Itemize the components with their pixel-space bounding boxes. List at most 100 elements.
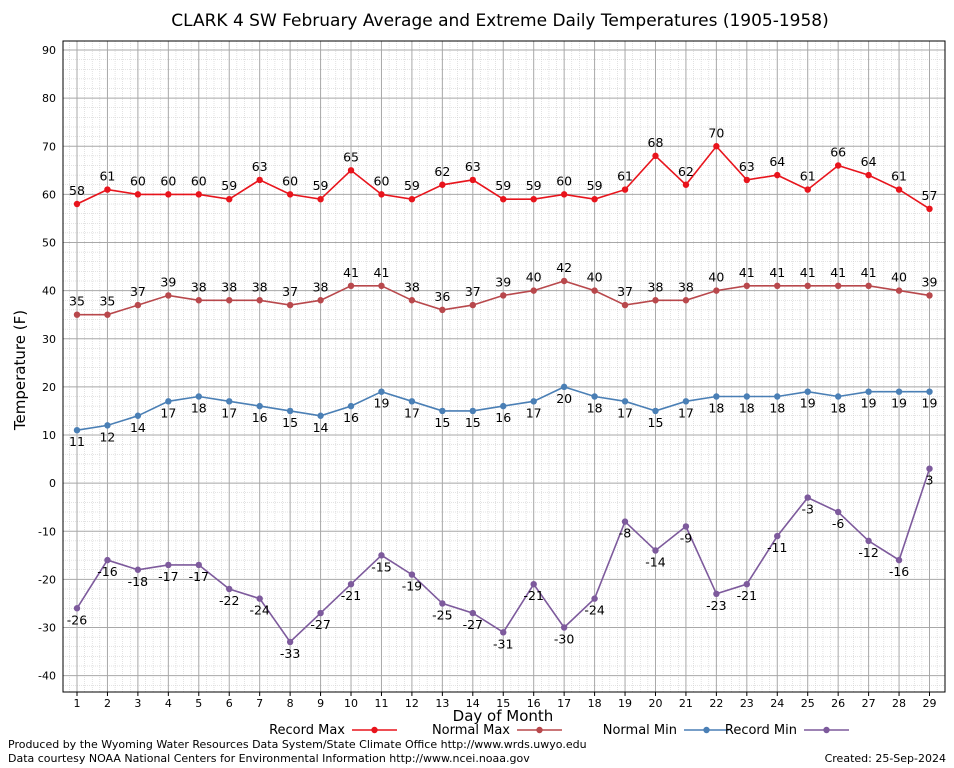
record-min-point xyxy=(469,609,477,617)
normal-min-point xyxy=(682,398,690,405)
normal-min-data-label: 14 xyxy=(130,420,146,435)
normal-max-data-label: 41 xyxy=(343,265,359,280)
normal-max-point xyxy=(378,282,385,290)
y-tick-label: 0 xyxy=(49,477,56,490)
record-min-point xyxy=(226,585,233,593)
x-tick-label: 2 xyxy=(104,697,111,710)
normal-min-data-label: 17 xyxy=(617,405,633,420)
record-min-point xyxy=(286,638,294,646)
record-max-point xyxy=(804,186,811,193)
normal-min-data-label: 16 xyxy=(252,410,268,425)
record-min-point xyxy=(713,590,720,598)
normal-max-point xyxy=(713,287,720,294)
record-max-point xyxy=(774,171,781,179)
normal-max-point xyxy=(834,282,842,290)
x-tick-label: 25 xyxy=(801,697,815,710)
record-min-point xyxy=(591,595,598,602)
y-tick-label: 20 xyxy=(42,381,56,394)
normal-min-data-label: 17 xyxy=(160,405,176,420)
normal-min-data-label: 16 xyxy=(343,410,359,425)
y-tick-label: 80 xyxy=(42,92,56,105)
normal-min-data-label: 17 xyxy=(526,405,542,420)
normal-max-point xyxy=(682,297,690,304)
record-max-point xyxy=(500,195,507,203)
normal-min-point xyxy=(165,398,172,405)
record-min-data-label: -17 xyxy=(189,569,209,584)
y-tick-label: 60 xyxy=(42,188,56,201)
normal-max-data-label: 41 xyxy=(830,265,846,280)
record-max-data-label: 65 xyxy=(343,149,359,164)
normal-min-data-label: 19 xyxy=(922,396,938,411)
record-max-point xyxy=(408,195,416,203)
plot-border xyxy=(62,40,946,693)
record-max-data-label: 63 xyxy=(739,159,755,174)
record-min-point xyxy=(652,547,659,554)
record-max-data-label: 59 xyxy=(404,178,420,193)
normal-min-data-label: 11 xyxy=(69,434,85,449)
record-max-data-label: 59 xyxy=(221,178,237,193)
normal-max-point xyxy=(408,297,416,304)
normal-max-data-label: 41 xyxy=(769,265,785,280)
x-tick-label: 11 xyxy=(374,697,388,710)
normal-max-data-label: 38 xyxy=(221,279,237,294)
normal-min-data-label: 18 xyxy=(769,401,785,416)
normal-max-data-label: 35 xyxy=(99,294,115,309)
record-min-point xyxy=(926,465,933,472)
normal-min-point xyxy=(104,422,111,429)
record-min-data-label: -22 xyxy=(219,593,239,608)
normal-max-data-label: 40 xyxy=(526,270,542,285)
legend-marker-record-min xyxy=(823,726,830,734)
x-tick-label: 1 xyxy=(74,697,81,710)
record-max-data-label: 70 xyxy=(708,125,724,140)
normal-max-point xyxy=(804,282,811,290)
x-tick-label: 19 xyxy=(618,697,632,710)
normal-max-data-label: 41 xyxy=(739,265,755,280)
normal-min-data-label: 15 xyxy=(282,415,298,430)
y-tick-label: 40 xyxy=(42,285,56,298)
record-max-data-label: 59 xyxy=(495,178,511,193)
normal-max-point xyxy=(104,311,111,318)
record-min-point xyxy=(347,580,355,588)
y-tick-label: 70 xyxy=(42,140,56,153)
x-tick-label: 12 xyxy=(405,697,419,710)
normal-max-data-label: 37 xyxy=(465,284,481,299)
normal-max-point xyxy=(591,287,598,294)
record-max-point xyxy=(73,200,81,208)
y-tick-label: -20 xyxy=(38,573,56,586)
record-max-point xyxy=(591,195,598,203)
normal-max-point xyxy=(317,297,324,304)
record-max-data-label: 59 xyxy=(526,178,542,193)
record-min-data-label: -14 xyxy=(645,555,665,570)
normal-min-data-label: 18 xyxy=(739,401,755,416)
x-tick-label: 3 xyxy=(134,697,141,710)
record-min-data-label: -27 xyxy=(310,617,330,632)
record-min-data-label: -3 xyxy=(801,502,813,517)
normal-max-point xyxy=(256,297,263,304)
record-max-data-label: 59 xyxy=(313,178,329,193)
legend-label-normal-max: Normal Max xyxy=(432,723,510,738)
normal-max-data-label: 42 xyxy=(556,260,572,275)
record-min-point xyxy=(500,629,507,636)
record-min-data-label: -30 xyxy=(554,632,574,647)
normal-min-point xyxy=(500,402,507,410)
y-axis-label: Temperature (F) xyxy=(11,310,29,431)
normal-min-data-label: 19 xyxy=(374,396,390,411)
x-tick-label: 24 xyxy=(770,697,784,710)
record-min-data-label: -24 xyxy=(584,603,604,618)
x-tick-label: 8 xyxy=(287,697,294,710)
normal-min-point xyxy=(652,407,659,415)
record-max-data-label: 60 xyxy=(282,173,298,188)
normal-min-point xyxy=(560,383,568,391)
created-date: Created: 25-Sep-2024 xyxy=(824,752,946,765)
normal-max-data-label: 38 xyxy=(678,279,694,294)
record-max-point xyxy=(378,191,385,198)
record-min-point xyxy=(73,605,81,612)
record-min-data-label: -23 xyxy=(706,598,726,613)
record-min-point xyxy=(774,532,781,540)
normal-max-data-label: 38 xyxy=(404,279,420,294)
y-tick-label: 10 xyxy=(42,429,56,442)
record-min-data-label: -25 xyxy=(432,607,452,622)
record-min-data-label: -18 xyxy=(128,574,148,589)
normal-max-data-label: 40 xyxy=(708,270,724,285)
y-tick-label: -30 xyxy=(38,622,56,635)
